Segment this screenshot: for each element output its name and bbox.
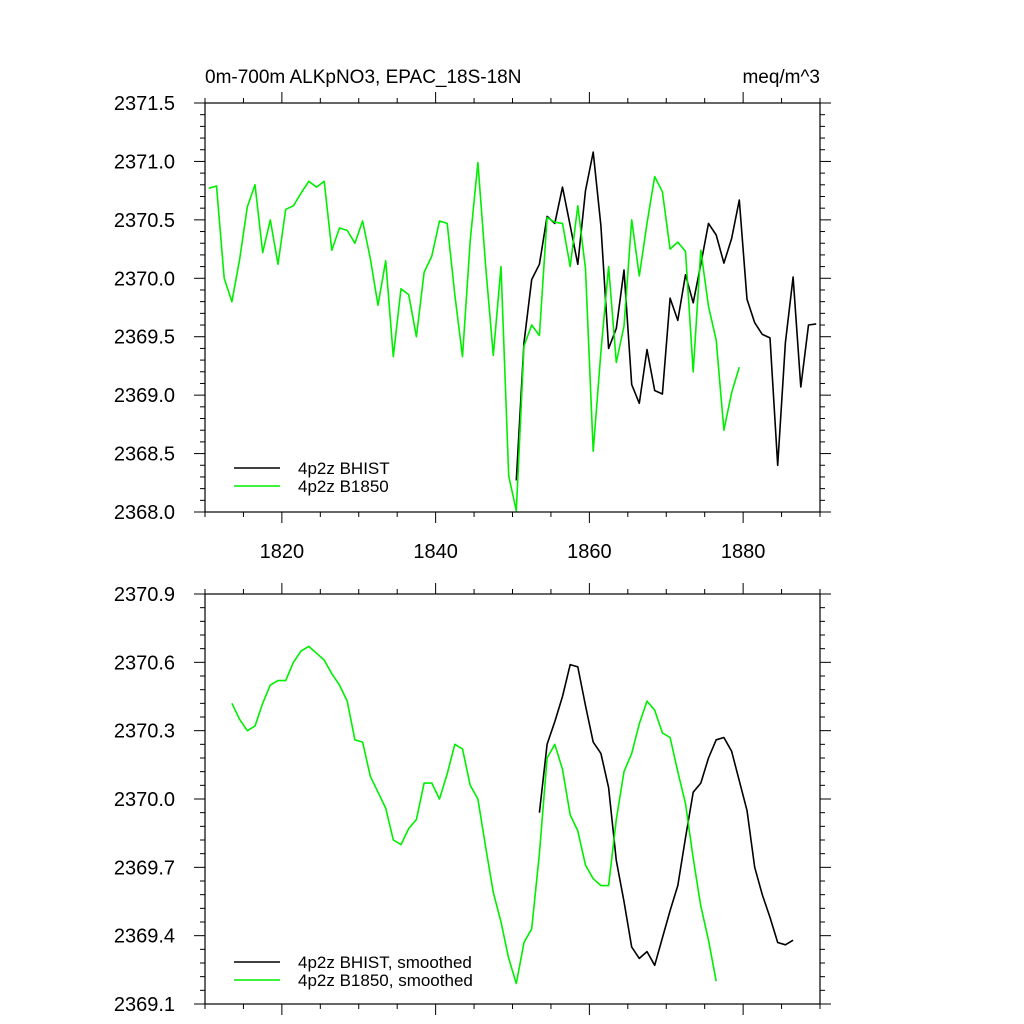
bottom-series-line-1 [231,645,717,985]
top-y-tick-label: 2370.5 [114,210,175,232]
top-y-tick-label: 2369.0 [114,385,175,407]
bottom-y-tick-label: 2369.7 [114,857,175,879]
top-x-tick-label: 1880 [721,541,766,563]
top-y-tick-label: 2371.0 [114,151,175,173]
top-y-tick-label: 2368.5 [114,444,175,466]
bottom-y-tick-label: 2369.1 [114,994,175,1016]
top-panel-title: 0m-700m ALKpNO3, EPAC_18S-18N [205,67,521,88]
bottom-legend-label-1: 4p2z B1850, smoothed [298,971,473,990]
top-plot-frame [204,102,821,513]
top-y-tick-label: 2368.0 [114,502,175,524]
top-series-line-0 [515,151,817,481]
top-y-tick-label: 2370.0 [114,268,175,290]
top-x-tick-label: 1840 [413,541,458,563]
bottom-y-tick-label: 2369.4 [114,926,175,948]
bottom-panel: 2369.1 2369.4 2369.7 2370.0 2370.3 2370.6 2370… [114,583,831,1016]
top-x-tick-label: 1820 [260,541,305,563]
bottom-y-tick-label: 2370.6 [114,652,175,674]
top-panel-units: meq/m^3 [742,67,820,88]
top-legend-label-0: 4p2z BHIST [298,459,390,478]
bottom-y-tick-label: 2370.0 [114,789,175,811]
top-legend-label-1: 4p2z B1850 [298,477,389,496]
top-y-tick-label: 2371.5 [114,93,175,115]
bottom-y-tick-label: 2370.9 [114,584,175,606]
bottom-series-line-0 [538,663,794,967]
top-panel: 0m-700m ALKpNO3, EPAC_18S-18N meq/m^3 18… [114,67,831,563]
bottom-legend-label-0: 4p2z BHIST, smoothed [298,953,472,972]
top-y-tick-label: 2369.5 [114,327,175,349]
bottom-y-tick-label: 2370.3 [114,721,175,743]
top-x-tick-label: 1860 [567,541,612,563]
top-series-line-1 [208,161,741,512]
